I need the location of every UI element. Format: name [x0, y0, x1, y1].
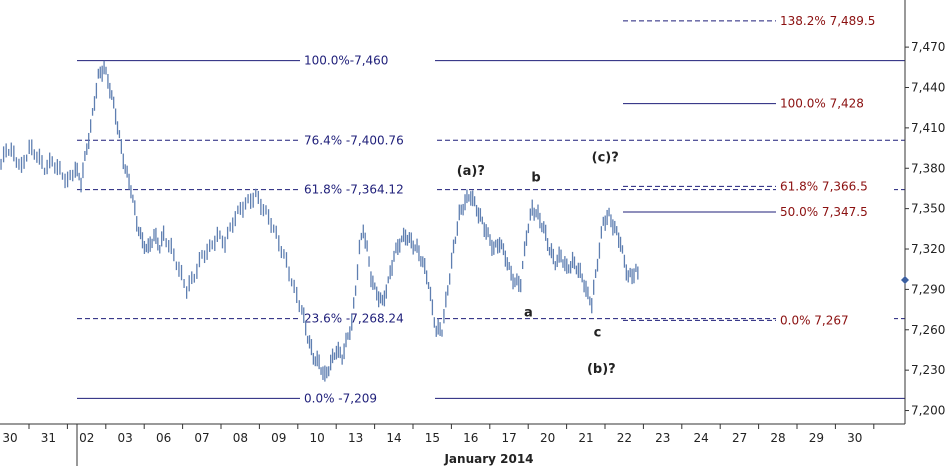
wave-label-1: b	[531, 171, 540, 186]
wave-label-5: (b)?	[587, 362, 616, 377]
fib-left-label-3: 23.6% -7,268.24	[304, 312, 404, 326]
wave-label-4: (c)?	[592, 151, 619, 166]
y-tick-label: 7,290	[911, 282, 945, 296]
fib-left-label-bg-2	[300, 182, 435, 197]
x-tick-label: 24	[694, 431, 709, 445]
wave-labels: (a)? b a c (c)? (b)?	[457, 151, 619, 377]
x-tick-label: 30	[847, 431, 862, 445]
fib-left-label-bg-1	[300, 133, 435, 148]
fib-right-label-bg-0	[776, 13, 894, 28]
x-tick-label: 31	[41, 431, 56, 445]
x-tick-label: 16	[463, 431, 478, 445]
fib-right-label-bg-2	[776, 179, 894, 194]
fib-right-label-0: 138.2% 7,489.5	[780, 14, 875, 28]
price-bars	[0, 60, 639, 382]
fib-right-label-bg-4	[776, 313, 894, 328]
fib-left-label-1: 76.4% -7,400.76	[304, 133, 404, 147]
wave-label-0: (a)?	[457, 164, 485, 179]
x-tick-label: 09	[271, 431, 286, 445]
x-tick-label: 28	[770, 431, 785, 445]
current-price-marker	[901, 275, 909, 284]
x-tick-label: 22	[617, 431, 632, 445]
y-tick-label: 7,470	[911, 40, 945, 54]
fib-right-label-3: 50.0% 7,347.5	[780, 205, 868, 219]
y-tick-label: 7,200	[911, 404, 945, 418]
fib-right-label-2: 61.8% 7,366.5	[780, 179, 868, 193]
fib-right-label-bg-1	[776, 96, 894, 111]
fib-left-label-2: 61.8% -7,364.12	[304, 183, 404, 197]
wave-label-3: c	[594, 326, 602, 341]
x-tick-label: 30	[2, 431, 17, 445]
fib-left-label-bg-0	[300, 53, 435, 68]
x-tick-label: 08	[233, 431, 248, 445]
y-tick-label: 7,230	[911, 363, 945, 377]
y-tick-label: 7,380	[911, 161, 945, 175]
x-axis-label: January 2014	[443, 452, 533, 466]
x-tick-label: 21	[578, 431, 593, 445]
x-tick-label: 03	[118, 431, 133, 445]
fib-right-label-1: 100.0% 7,428	[780, 97, 864, 111]
fib-left-label-bg-4	[300, 391, 435, 406]
fib-right-label-bg-3	[776, 205, 894, 219]
x-tick-label: 15	[425, 431, 440, 445]
x-tick-label: 23	[655, 431, 670, 445]
y-tick-label: 7,320	[911, 242, 945, 256]
fib-left-label-bg-3	[300, 311, 435, 326]
y-tick-label: 7,440	[911, 80, 945, 94]
x-tick-label: 02	[79, 431, 94, 445]
wave-label-2: a	[524, 305, 533, 320]
y-tick-label: 7,350	[911, 202, 945, 216]
y-tick-label: 7,260	[911, 323, 945, 337]
x-tick-label: 06	[156, 431, 171, 445]
fib-right-label-4: 0.0% 7,267	[780, 313, 849, 327]
x-tick-label: 20	[540, 431, 555, 445]
x-tick-label: 07	[194, 431, 209, 445]
x-tick-label: 27	[732, 431, 747, 445]
x-tick-label: 13	[348, 431, 363, 445]
x-tick-label: 29	[809, 431, 824, 445]
x-tick-label: 10	[310, 431, 325, 445]
y-tick-label: 7,410	[911, 121, 945, 135]
fib-left-label-4: 0.0% -7,209	[304, 391, 377, 405]
fib-left-label-0: 100.0%-7,460	[304, 54, 388, 68]
fib-levels: 100.0%-7,460 76.4% -7,400.76 61.8% -7,364.…	[77, 14, 905, 406]
x-tick-label: 17	[502, 431, 517, 445]
x-tick-label: 14	[386, 431, 401, 445]
